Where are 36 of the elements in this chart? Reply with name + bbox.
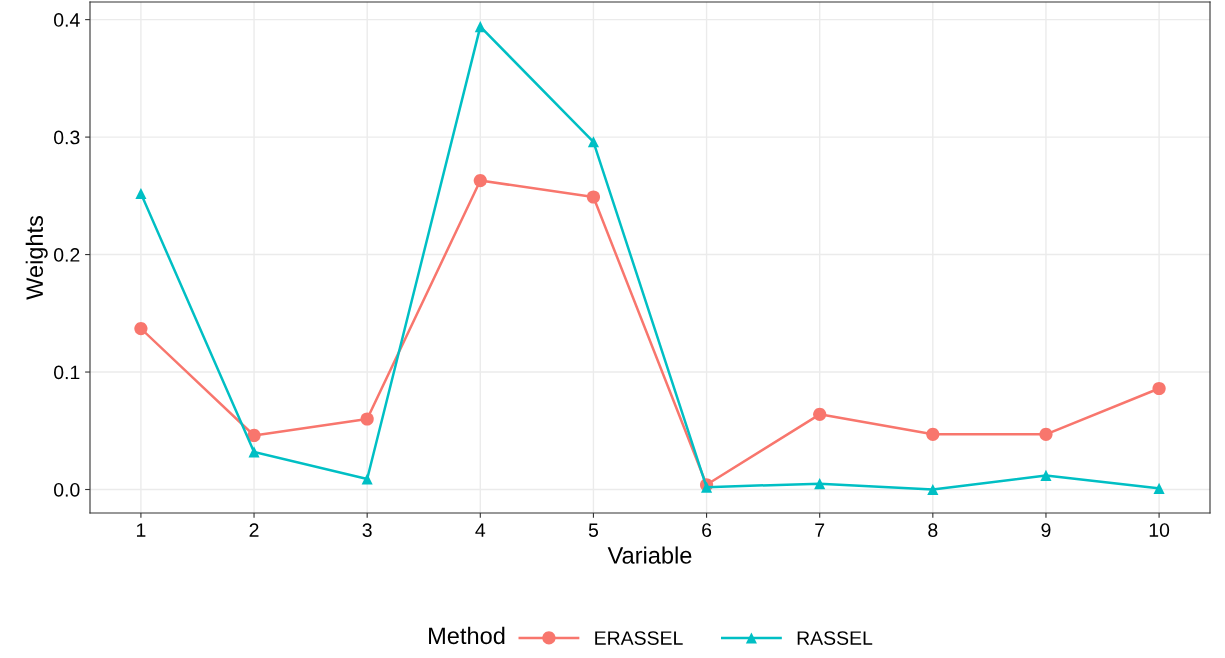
legend-label: ERASSEL — [595, 631, 683, 645]
point — [247, 428, 261, 443]
x-tick-label: 5 — [588, 523, 599, 537]
y-tick-label: 0.0 — [54, 482, 80, 497]
point — [927, 483, 939, 496]
point — [473, 173, 487, 188]
x-axis-title: Variable — [607, 546, 692, 564]
x-tick-label: 7 — [815, 523, 825, 537]
point — [926, 427, 940, 441]
y-tick-label: 0.4 — [54, 13, 80, 27]
point — [1040, 469, 1052, 481]
point — [1153, 482, 1165, 494]
point — [134, 321, 148, 336]
y-tick-label: 0.1 — [54, 365, 80, 380]
legend-title: Method — [429, 626, 505, 645]
y-tick-label: 0.3 — [54, 130, 80, 145]
point — [1039, 427, 1053, 441]
point — [814, 478, 826, 490]
legend-label: RASSEL — [797, 631, 873, 645]
x-tick-label: 6 — [702, 523, 712, 537]
point — [135, 187, 147, 200]
x-tick-label: 2 — [249, 523, 259, 537]
x-tick-label: 4 — [475, 523, 486, 537]
point — [587, 136, 599, 148]
point — [586, 190, 601, 204]
x-tick-label: 8 — [928, 523, 938, 537]
x-tick-label: 9 — [1041, 523, 1051, 537]
x-tick-label: 1 — [136, 523, 146, 537]
point — [1152, 381, 1166, 396]
point — [360, 412, 374, 426]
y-axis-title: Weights — [25, 215, 48, 300]
x-tick-label: 3 — [362, 523, 372, 537]
y-tick-label: 0.2 — [54, 248, 80, 262]
x-tick-label: 10 — [1149, 523, 1170, 537]
point — [248, 446, 260, 458]
point — [813, 407, 827, 421]
